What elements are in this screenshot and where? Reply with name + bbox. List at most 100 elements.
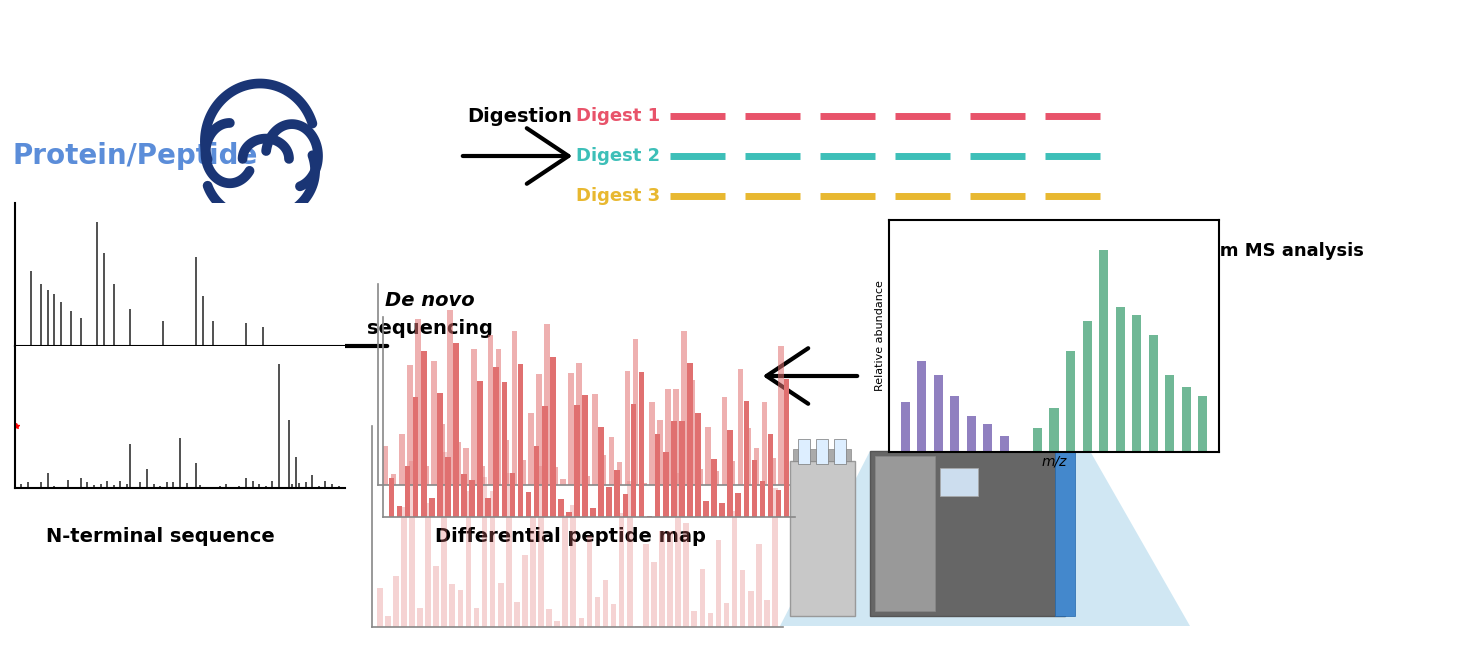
Bar bbox=[815, 439, 829, 464]
Bar bbox=[1165, 375, 1174, 452]
Bar bbox=[727, 430, 733, 517]
Bar bbox=[498, 583, 504, 627]
Bar bbox=[1083, 321, 1091, 452]
Bar bbox=[1099, 250, 1108, 452]
Bar bbox=[617, 462, 623, 484]
Bar bbox=[730, 461, 734, 484]
Bar bbox=[538, 466, 544, 627]
Bar bbox=[445, 457, 451, 517]
Bar bbox=[623, 494, 629, 517]
Bar bbox=[633, 339, 639, 484]
Bar bbox=[714, 471, 720, 484]
Bar bbox=[407, 365, 413, 484]
Bar bbox=[455, 442, 461, 484]
Bar bbox=[544, 324, 549, 484]
Bar bbox=[834, 439, 846, 464]
Bar bbox=[514, 602, 520, 627]
Bar bbox=[391, 474, 397, 484]
Bar bbox=[472, 349, 477, 484]
Bar bbox=[439, 424, 445, 484]
Bar bbox=[432, 360, 436, 484]
Bar bbox=[737, 369, 743, 484]
Bar bbox=[495, 349, 501, 484]
Bar bbox=[1033, 428, 1042, 452]
Text: Digest 2: Digest 2 bbox=[576, 147, 660, 165]
Bar bbox=[940, 468, 978, 496]
Bar bbox=[473, 608, 479, 627]
Bar bbox=[876, 456, 934, 611]
Bar bbox=[598, 426, 604, 517]
Bar bbox=[660, 531, 665, 627]
Bar bbox=[743, 401, 749, 517]
Bar bbox=[618, 514, 624, 627]
Bar bbox=[438, 393, 442, 517]
Bar bbox=[533, 446, 539, 517]
Bar bbox=[494, 367, 499, 517]
Bar bbox=[1149, 335, 1158, 452]
Bar bbox=[640, 483, 646, 484]
Bar bbox=[389, 478, 394, 517]
Bar bbox=[526, 492, 532, 517]
Bar bbox=[711, 459, 717, 517]
Bar bbox=[784, 379, 789, 517]
Bar bbox=[441, 452, 447, 627]
Bar bbox=[501, 382, 507, 517]
Bar bbox=[715, 539, 721, 627]
Bar bbox=[679, 421, 685, 517]
Bar bbox=[649, 402, 655, 484]
Bar bbox=[657, 420, 663, 484]
Bar bbox=[413, 397, 419, 517]
Bar bbox=[452, 342, 458, 517]
Bar bbox=[591, 508, 596, 517]
Bar bbox=[466, 491, 472, 627]
Y-axis label: Relative abundance: Relative abundance bbox=[874, 280, 884, 391]
Bar bbox=[614, 470, 620, 517]
Bar bbox=[566, 512, 571, 517]
Bar bbox=[429, 499, 435, 517]
Bar bbox=[485, 498, 491, 517]
Bar bbox=[586, 536, 592, 627]
Bar bbox=[667, 531, 673, 627]
Bar bbox=[793, 449, 851, 461]
Bar bbox=[1066, 351, 1075, 452]
Bar bbox=[417, 609, 423, 627]
Bar bbox=[592, 394, 598, 484]
Bar bbox=[746, 428, 751, 484]
Bar bbox=[401, 507, 407, 627]
Bar bbox=[422, 351, 426, 517]
Bar bbox=[582, 395, 588, 517]
Bar bbox=[504, 441, 510, 484]
Bar bbox=[463, 448, 469, 484]
Bar bbox=[1115, 307, 1125, 452]
Bar bbox=[505, 474, 511, 627]
Bar bbox=[1000, 436, 1009, 452]
Bar bbox=[692, 611, 698, 627]
Bar bbox=[752, 461, 757, 517]
Text: Digest 1: Digest 1 bbox=[576, 107, 660, 125]
Bar bbox=[426, 503, 430, 627]
Bar bbox=[630, 404, 636, 517]
Text: N-terminal sequence: N-terminal sequence bbox=[46, 526, 275, 545]
Bar bbox=[549, 357, 555, 517]
Bar bbox=[536, 374, 542, 484]
Bar bbox=[1133, 315, 1141, 452]
Bar bbox=[570, 505, 576, 627]
Bar bbox=[635, 625, 640, 627]
Bar bbox=[757, 544, 761, 627]
Bar bbox=[520, 460, 526, 484]
Bar bbox=[530, 516, 536, 627]
Bar bbox=[676, 473, 682, 627]
Bar bbox=[736, 493, 740, 517]
Bar bbox=[450, 584, 455, 627]
Bar bbox=[721, 397, 727, 484]
Bar bbox=[643, 544, 649, 627]
Bar bbox=[510, 473, 516, 517]
Bar bbox=[576, 362, 582, 484]
Bar bbox=[482, 477, 488, 627]
Text: Tandem MS analysis: Tandem MS analysis bbox=[1161, 242, 1363, 260]
Bar bbox=[397, 506, 403, 517]
Bar bbox=[469, 481, 474, 517]
Bar bbox=[488, 335, 494, 484]
Bar bbox=[779, 346, 783, 484]
Bar bbox=[665, 389, 671, 484]
